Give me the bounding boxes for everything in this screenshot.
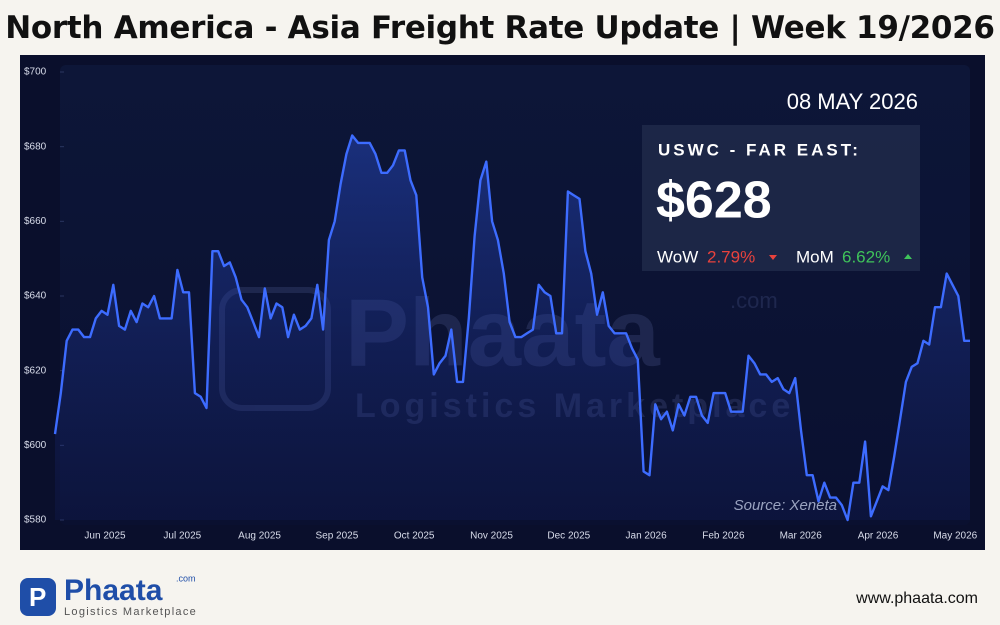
- logo-name: Phaata: [64, 574, 163, 607]
- footer-logo: P Phaata .com Logistics Marketplace: [20, 573, 240, 625]
- x-tick-label: Dec 2025: [547, 531, 590, 542]
- y-tick-label: $700: [24, 67, 47, 78]
- logo-icon: [20, 578, 56, 616]
- mom-value: 6.62%: [842, 247, 890, 266]
- area: [55, 135, 970, 520]
- x-tick-label: Jun 2025: [84, 531, 126, 542]
- x-tick-label: Apr 2026: [858, 531, 899, 542]
- x-tick-label: Aug 2025: [238, 531, 281, 542]
- up-arrow: [904, 254, 912, 259]
- y-tick-label: $640: [24, 291, 47, 302]
- line: [53, 134, 970, 522]
- logo-icon-letter: P: [29, 582, 46, 612]
- x-tick-label: Jan 2026: [626, 531, 668, 542]
- route-label: USWC - FAR EAST:: [658, 140, 861, 159]
- y-tick-label: $580: [24, 515, 47, 526]
- wow-value: 2.79%: [707, 247, 755, 266]
- source: Source: Xeneta: [734, 497, 837, 514]
- y-tick-label: $600: [24, 440, 47, 451]
- x-tick-label: Nov 2025: [470, 531, 513, 542]
- y-tick-label: $680: [24, 141, 47, 152]
- y-tick-label: $660: [24, 216, 47, 227]
- x-tick-label: Sep 2025: [315, 531, 358, 542]
- y-tick-label: $620: [24, 365, 47, 376]
- x-tick-label: Jul 2025: [163, 531, 201, 542]
- logo: P Phaata .com Logistics Marketplace: [20, 573, 197, 618]
- mom-label: MoM: [796, 247, 834, 266]
- price: $628: [656, 172, 772, 230]
- x-tick-label: Feb 2026: [702, 531, 745, 542]
- page-title: North America - Asia Freight Rate Update…: [5, 10, 995, 46]
- x-tick-label: Oct 2025: [394, 531, 435, 542]
- date-label: 08 MAY 2026: [787, 89, 918, 114]
- x-tick-label: Mar 2026: [780, 531, 823, 542]
- logo-tagline: Logistics Marketplace: [64, 606, 197, 618]
- x-tick-label: May 2026: [933, 531, 977, 542]
- website: www.phaata.com: [856, 590, 978, 607]
- wow-label: WoW: [657, 247, 698, 266]
- watermark-suffix: .com: [730, 288, 778, 313]
- down-arrow: [769, 255, 777, 260]
- logo-suffix: .com: [176, 574, 196, 583]
- info-panel: [642, 125, 920, 271]
